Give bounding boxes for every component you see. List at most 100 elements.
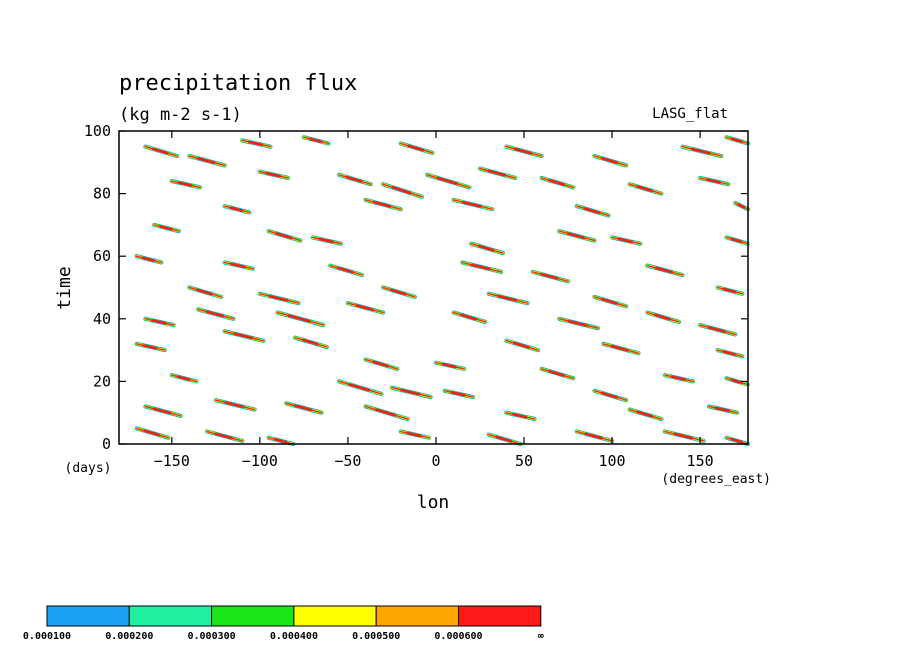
streak-core [441,362,457,369]
precip-streak [442,388,476,400]
precip-streak [143,144,180,159]
precip-streak [143,316,176,328]
y-axis: 0 20 40 60 80 100 [84,122,748,453]
streak-core [248,140,264,147]
streak-core [214,432,233,440]
streak-core [636,410,654,418]
streak-core [152,407,172,415]
streak-core [268,294,289,302]
precip-streak [698,175,731,187]
streak-core [141,256,156,262]
colorbar-label: 0.000100 [23,631,71,642]
y-tick-label: 80 [93,185,111,203]
precip-streak [433,360,467,371]
precip-streak [645,263,685,278]
x-tick-label: 100 [599,452,626,470]
precip-streak [486,291,530,306]
streak-core [450,391,466,397]
streak-core [345,175,363,183]
streak-core [318,237,334,244]
streak-core [336,266,354,274]
precip-streak [486,432,523,447]
streak-core [273,438,288,444]
x-tick-label: 50 [515,452,533,470]
colorbar-label: 0.000600 [434,631,482,642]
streak-core [301,338,319,346]
precip-streak [530,269,571,284]
precip-streak [134,426,171,440]
precip-streak [134,254,164,265]
precip-streak [398,429,432,440]
precip-streak [398,141,435,156]
streak-core [177,181,193,187]
streak-core [470,263,491,271]
streak-core [142,344,158,350]
precip-streak [275,310,326,328]
precip-streak [381,285,417,299]
x-tick-label: 150 [687,452,714,470]
streak-core [461,200,482,208]
precip-streak [557,316,601,331]
streak-core [374,408,397,417]
streak-core [176,375,191,381]
streak-core [229,206,244,212]
precip-streak [187,153,227,168]
streak-core [460,313,478,321]
colorbar-swatch [211,605,295,627]
streak-core [584,432,603,440]
precip-streak [592,294,629,309]
streak-core [654,266,674,274]
precip-streak [345,301,386,315]
precip-streak [460,260,504,274]
x-tick-label: −100 [242,452,278,470]
colorbar-label: ∞ [538,631,544,642]
precip-streak [592,153,629,168]
y-axis-label: time [54,266,75,309]
y-tick-label: 100 [84,122,111,140]
streak-core [224,401,245,409]
streak-core [495,435,513,443]
streak-core [151,319,167,325]
precip-streak [574,204,611,218]
streak-core [205,310,225,318]
streak-core [159,225,173,231]
precip-streak [222,204,252,215]
precip-streak [337,379,384,397]
streak-core [730,438,743,444]
streak-core [601,391,618,399]
streak-core [583,207,601,214]
streak-core [143,429,161,437]
streak-core [512,412,528,419]
streak-core [601,297,618,305]
x-tick-label: 0 [431,452,440,470]
streak-core [308,137,323,143]
precip-streak [574,429,615,443]
precip-streak [557,229,597,243]
precip-streak [389,385,433,400]
precip-streak [733,200,751,212]
precip-streak [698,322,738,337]
streak-core [548,369,566,377]
streak-core [487,169,506,177]
streak-core [265,171,281,178]
precip-streak [451,310,488,325]
precip-streak [152,222,181,234]
streak-core [610,344,630,352]
x-tick-label: −150 [154,452,190,470]
precip-streak [284,401,324,415]
precip-streak [310,235,343,246]
precip-streak [539,366,576,381]
streak-core [567,319,588,327]
precip-streak [187,285,224,299]
streak-core [513,147,533,155]
precip-streak [337,172,373,187]
streak-core [730,237,743,244]
streak-core [548,178,566,186]
streak-core [737,203,746,209]
precip-streak [381,182,424,199]
streak-core [601,157,618,164]
precip-streak [196,307,236,321]
precip-streak [266,229,303,243]
precip-streak [363,404,410,422]
